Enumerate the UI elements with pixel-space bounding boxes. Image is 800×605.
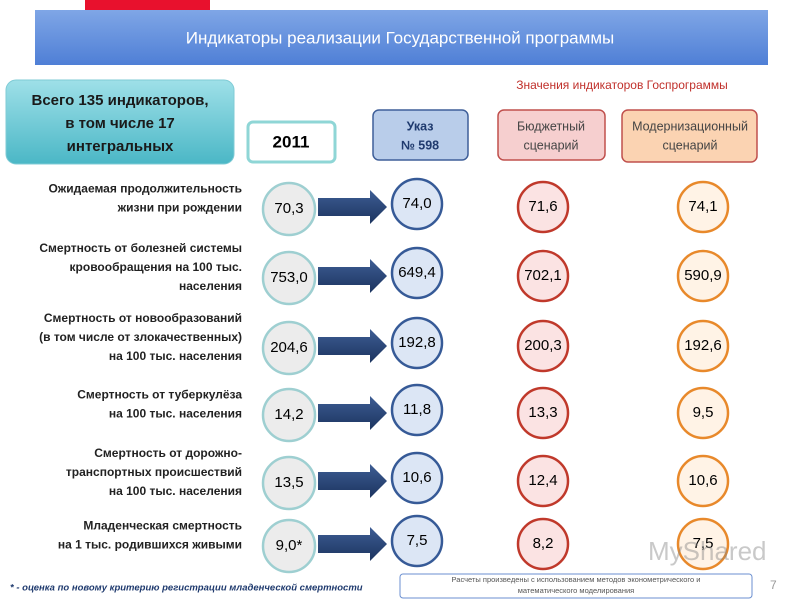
value-budget: 13,3 <box>528 404 557 421</box>
row-label: Смертность от туберкулёза <box>77 388 242 402</box>
value-circle <box>261 320 317 376</box>
value-modern: 74,1 <box>688 198 717 215</box>
row-label: Младенческая смертность <box>83 519 242 533</box>
decree-header: Указ <box>407 119 434 133</box>
title: Индикаторы реализации Государственной пр… <box>186 28 614 47</box>
note-line: Расчеты произведены с использованием мет… <box>452 575 701 584</box>
row-label: населения <box>179 279 242 293</box>
row-label: жизни при рождении <box>117 201 242 215</box>
row-label: (в том числе от злокачественных) <box>39 330 242 344</box>
value-modern: 192,6 <box>684 337 722 354</box>
value-circle <box>261 455 317 511</box>
year-header: 2011 <box>273 132 310 151</box>
value-modern: 9,5 <box>693 404 714 421</box>
arrow <box>318 464 387 498</box>
value-circle <box>676 517 730 571</box>
value-budget: 200,3 <box>524 337 562 354</box>
value-circle <box>676 319 730 373</box>
value-circle <box>516 180 570 234</box>
value-decree: 192,8 <box>398 334 436 351</box>
year-box <box>246 120 337 164</box>
arrow <box>318 190 387 224</box>
arrow <box>318 396 387 430</box>
value-circle <box>390 246 444 300</box>
row-label: Смертность от дорожно- <box>94 446 242 460</box>
value-decree: 649,4 <box>398 264 436 281</box>
watermark: MyShared <box>648 536 767 566</box>
modern-header: сценарий <box>663 138 718 152</box>
arrow <box>318 329 387 363</box>
note-line: математического моделирования <box>518 586 635 595</box>
value-circle <box>261 518 317 574</box>
value-circle <box>676 454 730 508</box>
value-circle <box>516 386 570 440</box>
budget-header: Бюджетный <box>517 119 585 133</box>
value-budget: 12,4 <box>528 472 557 489</box>
value-circle <box>516 319 570 373</box>
row-label: на 100 тыс. населения <box>109 407 242 421</box>
value-circle <box>390 514 444 568</box>
value-circle <box>261 250 317 306</box>
row-label: Ожидаемая продолжительность <box>48 182 242 196</box>
value-decree: 7,5 <box>407 532 428 549</box>
row-label: на 1 тыс. родившихся живыми <box>58 538 242 552</box>
banner <box>35 10 768 65</box>
row-label: транспортных происшествий <box>66 465 242 479</box>
value-2011: 70,3 <box>274 200 303 217</box>
budget-header: сценарий <box>524 138 579 152</box>
decree-header: № 598 <box>401 138 439 152</box>
summary-line: Всего 135 индикаторов, <box>32 92 209 109</box>
value-circle <box>261 387 317 443</box>
value-circle <box>676 249 730 303</box>
subtitle: Значения индикаторов Госпрограммы <box>516 78 728 92</box>
summary-line: интегральных <box>67 138 174 155</box>
decree-box <box>372 109 469 161</box>
value-modern: 7,5 <box>693 535 714 552</box>
value-budget: 71,6 <box>528 198 557 215</box>
value-2011: 753,0 <box>270 269 308 286</box>
modern-box <box>621 109 758 163</box>
value-decree: 10,6 <box>402 469 431 486</box>
arrow <box>318 527 387 561</box>
value-circle <box>516 249 570 303</box>
value-circle <box>676 180 730 234</box>
value-2011: 204,6 <box>270 339 308 356</box>
row-label: на 100 тыс. населения <box>109 349 242 363</box>
value-circle <box>390 316 444 370</box>
row-label: Смертность от болезней системы <box>39 241 242 255</box>
value-budget: 702,1 <box>524 267 562 284</box>
value-circle <box>390 383 444 437</box>
value-2011: 14,2 <box>274 406 303 423</box>
value-circle <box>516 517 570 571</box>
page-number: 7 <box>770 578 777 592</box>
value-modern: 590,9 <box>684 267 722 284</box>
value-circle <box>261 181 317 237</box>
summary-line: в том числе 17 <box>65 115 175 132</box>
value-circle <box>390 451 444 505</box>
value-decree: 74,0 <box>402 195 431 212</box>
value-modern: 10,6 <box>688 472 717 489</box>
value-circle <box>390 177 444 231</box>
value-circle <box>676 386 730 440</box>
row-label: Смертность от новообразований <box>44 311 242 325</box>
row-label: кровообращения на 100 тыс. <box>70 260 242 274</box>
summary-box <box>5 79 235 165</box>
row-label: на 100 тыс. населения <box>109 484 242 498</box>
value-decree: 11,8 <box>403 401 431 418</box>
arrow <box>318 259 387 293</box>
modern-header: Модернизационный <box>632 119 748 133</box>
budget-box <box>497 109 606 161</box>
value-2011: 9,0* <box>276 537 303 554</box>
value-circle <box>516 454 570 508</box>
value-budget: 8,2 <box>533 535 554 552</box>
red-tab <box>85 0 210 10</box>
footnote: * - оценка по новому критерию регистраци… <box>10 583 363 594</box>
note-box <box>399 573 753 599</box>
value-2011: 13,5 <box>274 474 303 491</box>
